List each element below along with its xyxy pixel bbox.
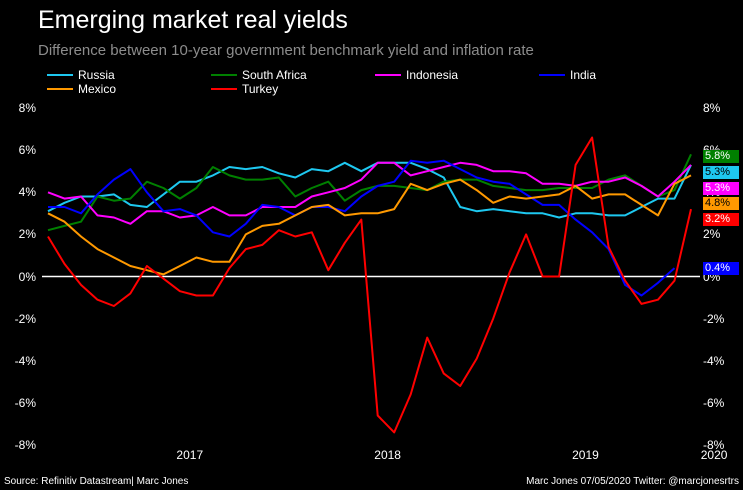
x-tick-label: 2017 (176, 448, 204, 462)
legend-label: India (570, 68, 597, 82)
legend-item: Turkey (211, 82, 278, 96)
end-label-russia: 5.3% (703, 166, 739, 179)
y-tick-label-right: -2% (703, 311, 725, 326)
end-label-mexico: 4.8% (703, 197, 739, 210)
chart-title: Emerging market real yields (38, 6, 348, 34)
y-tick-label-right: -6% (703, 395, 725, 410)
legend-swatch (211, 88, 237, 90)
series-line-turkey (47, 136, 692, 434)
legend-swatch (47, 74, 73, 76)
y-tick-label-left: 0% (18, 269, 36, 284)
y-tick-label-right: -8% (703, 438, 725, 452)
legend-item: South Africa (211, 68, 307, 82)
x-tick-label: 2018 (374, 448, 401, 462)
legend-label: Mexico (78, 82, 117, 96)
series-line-south-africa (47, 153, 692, 232)
y-tick-label-right: 2% (703, 227, 721, 242)
legend-label: Russia (78, 68, 115, 82)
legend-label: Indonesia (406, 68, 459, 82)
legend-label: South Africa (242, 68, 307, 82)
y-tick-label-left: 4% (18, 185, 36, 200)
x-tick-label: 2019 (572, 448, 599, 462)
y-tick-label-right: 8% (703, 101, 721, 115)
end-label-india: 0.4% (703, 262, 739, 275)
end-label-south-africa: 5.8% (703, 150, 739, 163)
legend-item: Mexico (47, 82, 116, 96)
y-tick-label-left: -8% (14, 438, 36, 452)
y-tick-label-right: -4% (703, 353, 725, 368)
y-tick-label-left: -6% (14, 395, 36, 410)
y-tick-label-left: 8% (18, 101, 36, 115)
legend-item: Indonesia (375, 68, 458, 82)
x-tick-label: 2020 (700, 448, 728, 462)
chart-subtitle: Difference between 10-year government be… (38, 42, 534, 59)
legend-item: Russia (47, 68, 115, 82)
series-line-indonesia (47, 161, 692, 225)
source-note: Source: Refinitiv Datastream| Marc Jones (4, 476, 189, 487)
legend-swatch (211, 74, 237, 76)
series-group (47, 136, 692, 434)
legend-item: India (539, 68, 596, 82)
legend-swatch (375, 74, 401, 76)
y-tick-label-left: 6% (18, 143, 36, 158)
credit-note: Marc Jones 07/05/2020 Twitter: @marcjone… (526, 476, 739, 487)
y-tick-label-left: -4% (14, 353, 36, 368)
end-label-turkey: 3.2% (703, 213, 739, 226)
legend-swatch (539, 74, 565, 76)
series-line-india (48, 159, 676, 297)
legend-label: Turkey (242, 82, 279, 96)
legend-swatch (47, 88, 73, 90)
end-label-indonesia: 5.3% (703, 182, 739, 195)
y-tick-label-left: 2% (18, 227, 36, 242)
y-tick-label-left: -2% (14, 311, 36, 326)
